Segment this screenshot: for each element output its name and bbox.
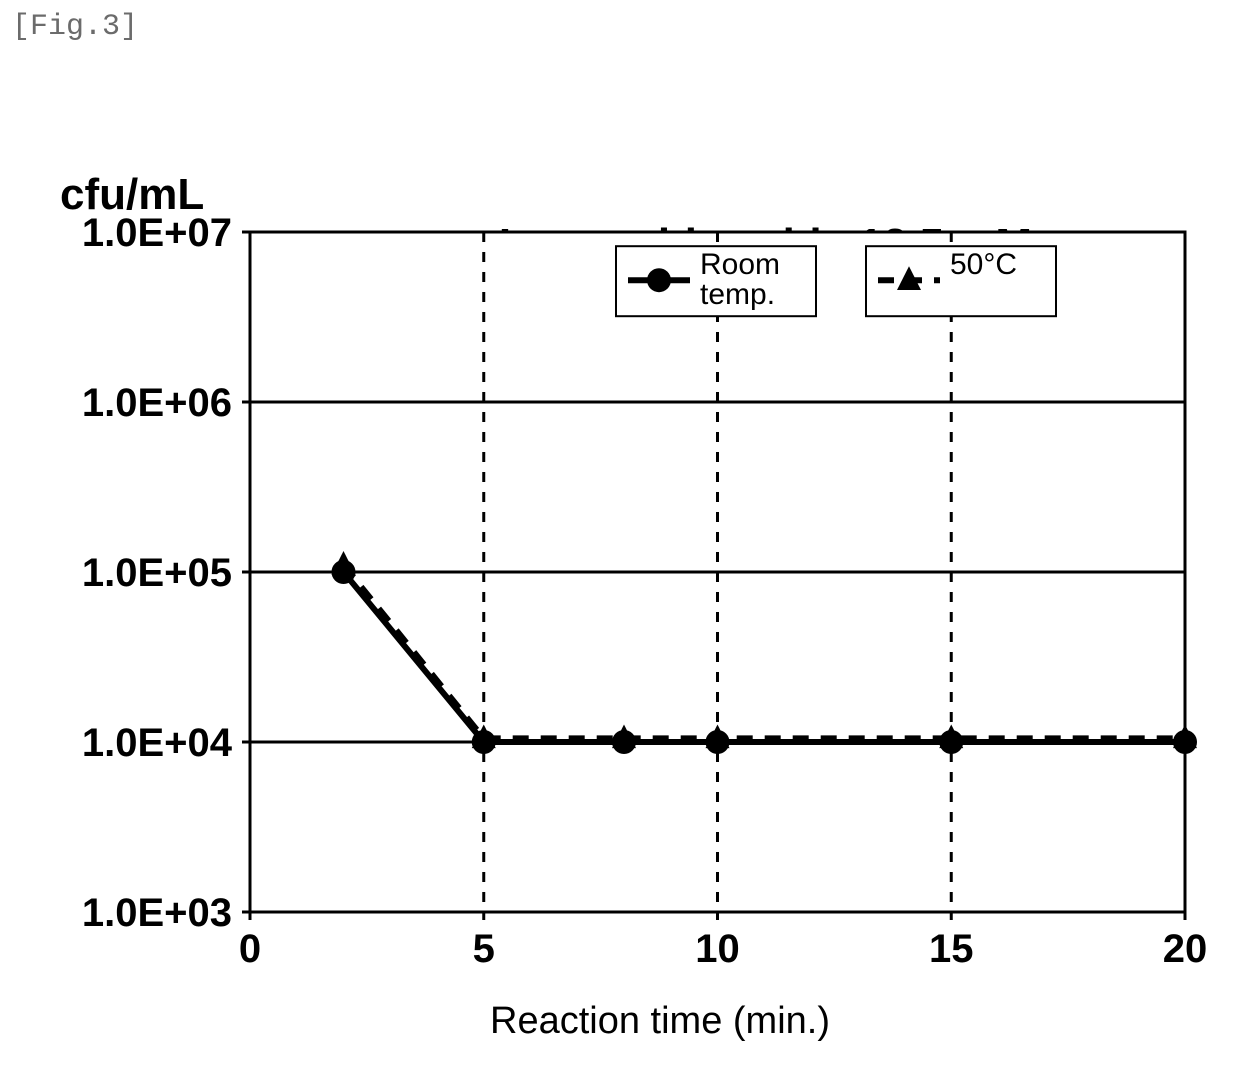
- x-tick-label: 15: [929, 927, 974, 971]
- chart-area: 1.0E+03 1.0E+04 1.0E+05 1.0E+06 1.0E+07 0 5 10 1…: [0, 0, 1240, 1068]
- y-tick-label: 1.0E+04: [82, 721, 233, 765]
- x-tick-label: 20: [1163, 927, 1208, 971]
- x-tick-label: 10: [695, 927, 740, 971]
- x-tick-label: 0: [239, 927, 261, 971]
- y-tick-label: 1.0E+03: [82, 891, 232, 935]
- y-tick-label: 1.0E+06: [82, 381, 232, 425]
- legend-label: 50°C: [950, 248, 1017, 281]
- y-tick-label: 1.0E+05: [82, 551, 232, 595]
- legend-label: temp.: [700, 278, 775, 311]
- x-tick-label: 5: [473, 927, 495, 971]
- legend-label: Room: [700, 248, 780, 281]
- x-axis-label: Reaction time (min.): [490, 1000, 830, 1043]
- chart-svg: 1.0E+03 1.0E+04 1.0E+05 1.0E+06 1.0E+07 0 5 10 1…: [0, 0, 1240, 1068]
- page-root: { "figure_label": { "text": "[Fig.3]", "…: [0, 0, 1240, 1068]
- y-tick-label: 1.0E+07: [82, 211, 232, 255]
- x-axis-label-text: Reaction time (min.): [490, 1000, 830, 1042]
- legend-marker: [647, 268, 671, 292]
